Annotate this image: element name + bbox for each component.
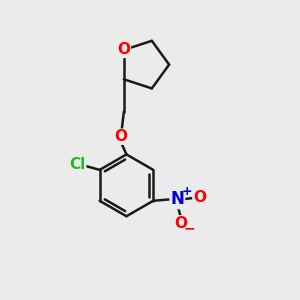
Text: O: O xyxy=(193,190,206,205)
Text: O: O xyxy=(114,129,128,144)
Text: +: + xyxy=(182,184,192,198)
Text: N: N xyxy=(170,190,184,208)
Text: −: − xyxy=(184,221,196,235)
Text: Cl: Cl xyxy=(70,157,86,172)
Text: O: O xyxy=(174,216,188,231)
Text: O: O xyxy=(117,42,130,57)
